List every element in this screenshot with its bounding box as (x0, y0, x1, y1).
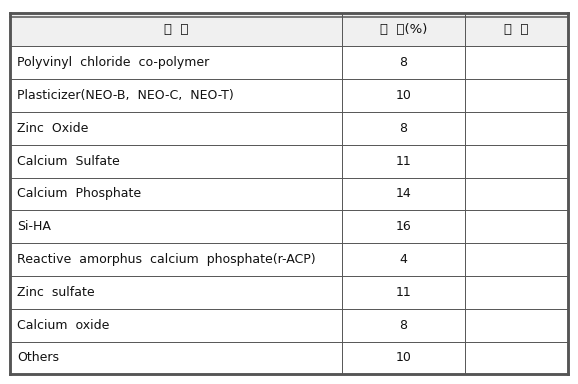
Text: 함  량(%): 함 량(%) (380, 23, 427, 36)
Text: 11: 11 (395, 155, 411, 167)
Text: Zinc  sulfate: Zinc sulfate (17, 286, 95, 299)
Text: 11: 11 (395, 286, 411, 299)
Text: 10: 10 (395, 351, 411, 364)
Text: Calcium  oxide: Calcium oxide (17, 319, 110, 332)
Text: Reactive  amorphus  calcium  phosphate(r-ACP): Reactive amorphus calcium phosphate(r-AC… (17, 253, 316, 266)
Text: Others: Others (17, 351, 60, 364)
Text: 10: 10 (395, 89, 411, 102)
Text: 8: 8 (399, 319, 407, 332)
Text: Plasticizer(NEO-B,  NEO-C,  NEO-T): Plasticizer(NEO-B, NEO-C, NEO-T) (17, 89, 234, 102)
Text: Zinc  Oxide: Zinc Oxide (17, 122, 88, 135)
Text: Calcium  Phosphate: Calcium Phosphate (17, 187, 142, 200)
Text: Si-HA: Si-HA (17, 220, 51, 233)
Text: 성  분: 성 분 (164, 23, 188, 36)
Text: 4: 4 (399, 253, 407, 266)
Text: 8: 8 (399, 122, 407, 135)
Text: Polyvinyl  chloride  co-polymer: Polyvinyl chloride co-polymer (17, 56, 210, 69)
Text: Calcium  Sulfate: Calcium Sulfate (17, 155, 120, 167)
Text: 14: 14 (395, 187, 411, 200)
Bar (10, 13, 568, 46)
Text: 비  고: 비 고 (504, 23, 528, 36)
Text: 16: 16 (395, 220, 411, 233)
Text: 8: 8 (399, 56, 407, 69)
